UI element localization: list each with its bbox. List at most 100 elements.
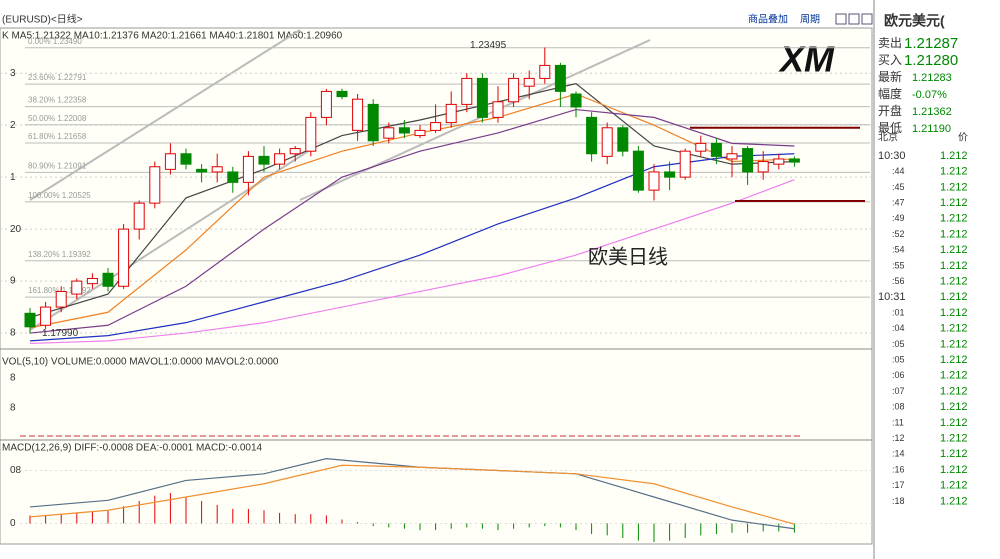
fib-label: 23.60% 1.22791 — [28, 73, 87, 82]
quote-value: 1.21280 — [904, 52, 958, 69]
candle-body — [632, 150, 644, 191]
candle-body — [461, 77, 473, 105]
candle-body — [305, 116, 317, 152]
tick-price: 1.212 — [940, 276, 968, 288]
tick-time: :17 — [892, 480, 905, 490]
fib-label: 80.90% 1.21091 — [28, 162, 87, 171]
tick-price: 1.212 — [940, 244, 968, 256]
macd-line — [29, 464, 795, 525]
ma-legend: K MA5:1.21322 MA10:1.21376 MA20:1.21661 … — [2, 31, 343, 42]
trend-line — [29, 149, 311, 331]
candle-body — [180, 153, 192, 165]
tick-price: 1.212 — [940, 181, 968, 193]
quote-label: 幅度 — [878, 86, 902, 101]
candle-body — [586, 116, 598, 155]
tick-price: 1.212 — [940, 166, 968, 178]
candle-body — [523, 77, 535, 87]
quote-label: 最低 — [878, 121, 902, 135]
candle-body — [742, 148, 754, 173]
candle-body — [274, 153, 286, 165]
tick-price: 1.212 — [940, 228, 968, 240]
button[interactable] — [835, 13, 847, 25]
y-tick-label: 3 — [10, 68, 16, 79]
quote-label: 卖出 — [878, 36, 902, 50]
quote-value: -0.07% — [912, 89, 947, 101]
button[interactable] — [848, 13, 860, 25]
fib-label: 0.00% 1.23490 — [28, 37, 82, 46]
candle-body — [383, 127, 395, 139]
fib-label: 61.80% 1.21658 — [28, 132, 87, 141]
tick-price: 1.212 — [940, 213, 968, 225]
candle-body — [258, 155, 270, 165]
candle-body — [336, 90, 348, 98]
tick-price: 1.212 — [940, 480, 968, 492]
candle-body — [227, 171, 239, 183]
tick-price: 1.212 — [940, 417, 968, 429]
y-tick-label: 8 — [10, 328, 16, 339]
quote-value: 1.21190 — [912, 123, 951, 135]
candle-body — [164, 153, 176, 170]
y-tick-label: 2 — [10, 120, 16, 131]
vol-tick-label: 8 — [10, 373, 16, 384]
candle-body — [430, 122, 442, 131]
candle-body — [664, 171, 676, 178]
fib-label: 100.00% 1.20525 — [28, 191, 91, 200]
candle-body — [133, 202, 145, 230]
candle-body — [539, 64, 551, 79]
tick-price: 1.212 — [940, 150, 968, 162]
chart-annotation: 欧美日线 — [588, 245, 668, 268]
candle-body — [726, 153, 738, 160]
fib-label: 138.20% 1.19392 — [28, 250, 91, 259]
link[interactable]: 商品叠加 — [748, 13, 788, 26]
tick-time: :05 — [892, 354, 905, 364]
tick-price: 1.212 — [940, 370, 968, 382]
candle-body — [149, 166, 161, 204]
button[interactable] — [861, 13, 873, 25]
fib-label: 161.80% 1.18692 — [28, 286, 91, 295]
tick-price: 1.212 — [940, 260, 968, 272]
tick-header: 价 — [958, 132, 968, 144]
candle-body — [508, 77, 520, 103]
macd-tick-label: 08 — [10, 465, 22, 476]
candle-body — [414, 129, 426, 137]
quote-label: 开盘 — [878, 103, 902, 118]
tick-time: :55 — [892, 260, 905, 270]
tick-price: 1.212 — [940, 433, 968, 445]
candle-body — [86, 277, 98, 285]
candle-body — [476, 77, 488, 118]
logo-text: XM — [778, 39, 835, 80]
tick-price: 1.212 — [940, 385, 968, 397]
candle-body — [570, 93, 582, 108]
tick-time: :18 — [892, 496, 905, 506]
tick-price: 1.212 — [940, 354, 968, 366]
trend-line — [299, 39, 651, 201]
tick-price: 1.212 — [940, 495, 968, 507]
candle-body — [648, 171, 660, 191]
candle-body — [679, 150, 691, 178]
link[interactable]: 周期 — [800, 14, 820, 26]
tick-price: 1.212 — [940, 464, 968, 476]
tick-time: :11 — [892, 417, 904, 427]
candle-body — [40, 306, 52, 326]
quote-value: 1.21283 — [912, 72, 952, 84]
candle-body — [445, 103, 457, 124]
candle-body — [773, 158, 785, 165]
macd-tick-label: 0 — [10, 518, 16, 529]
candle-body — [617, 127, 629, 152]
tick-price: 1.212 — [940, 323, 968, 335]
trend-line — [29, 29, 301, 201]
candle-body — [242, 155, 254, 183]
price-annotation: 1.17990 — [42, 328, 79, 339]
tick-time: :52 — [892, 229, 905, 239]
quote-value: 1.21362 — [912, 106, 952, 118]
candle-body — [320, 90, 332, 118]
candle-body — [71, 280, 83, 295]
logo: XM — [778, 39, 835, 80]
tick-price: 1.212 — [940, 307, 968, 319]
candle-body — [102, 272, 114, 287]
quote-label: 最新 — [878, 69, 902, 84]
tick-time: :08 — [892, 402, 905, 412]
tick-time: :56 — [892, 276, 905, 286]
candle-body — [601, 127, 613, 157]
